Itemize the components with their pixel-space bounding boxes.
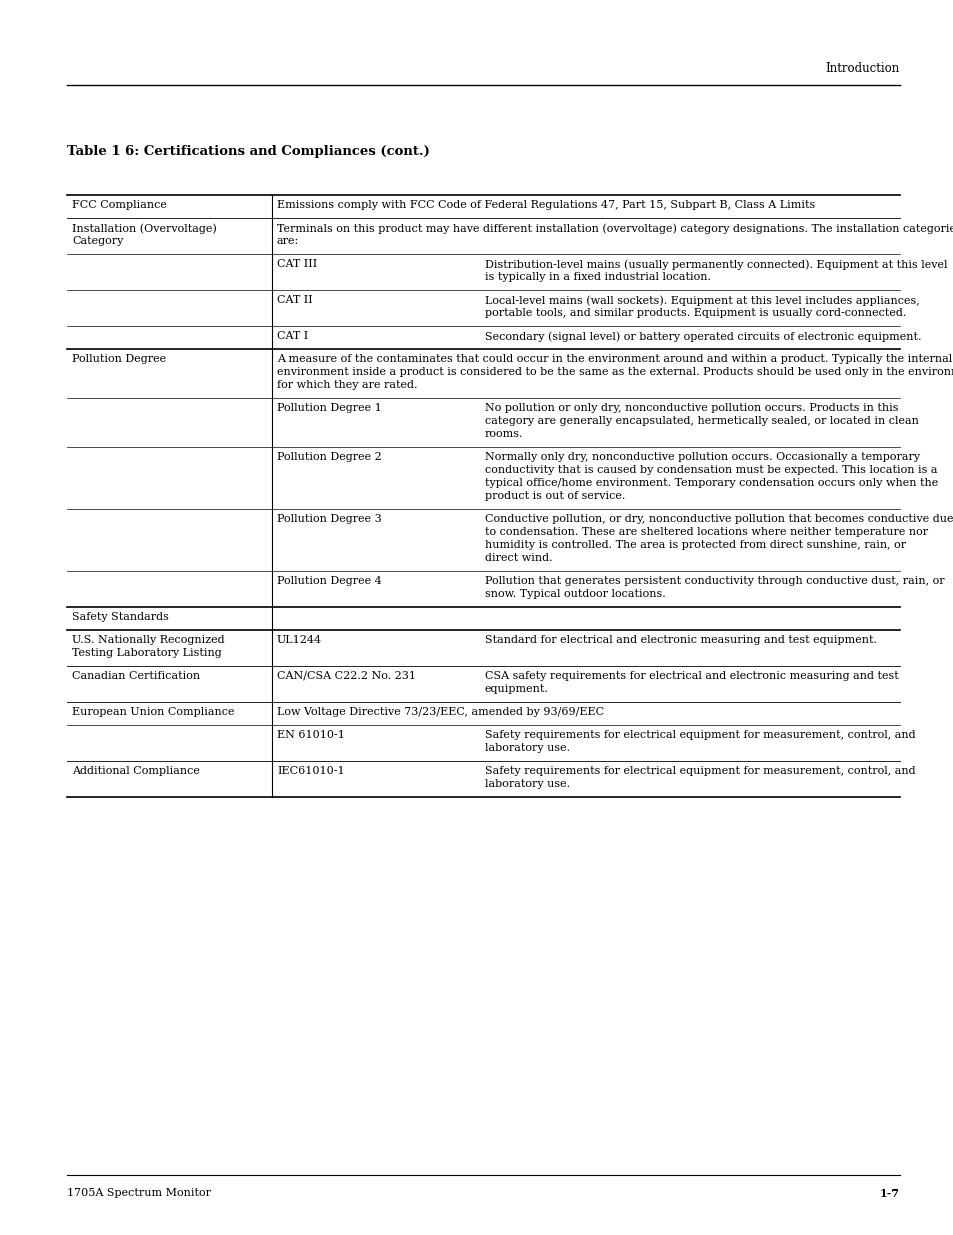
Text: Introduction: Introduction [825, 62, 899, 75]
Text: Canadian Certification: Canadian Certification [71, 671, 200, 680]
Text: 1705A Spectrum Monitor: 1705A Spectrum Monitor [67, 1188, 211, 1198]
Text: rooms.: rooms. [484, 429, 523, 438]
Text: Emissions comply with FCC Code of Federal Regulations 47, Part 15, Subpart B, Cl: Emissions comply with FCC Code of Federa… [276, 200, 815, 210]
Text: typical office/home environment. Temporary condensation occurs only when the: typical office/home environment. Tempora… [484, 478, 937, 488]
Text: laboratory use.: laboratory use. [484, 779, 570, 789]
Text: Conductive pollution, or dry, nonconductive pollution that becomes conductive du: Conductive pollution, or dry, nonconduct… [484, 514, 952, 524]
Text: Additional Compliance: Additional Compliance [71, 766, 200, 776]
Text: to condensation. These are sheltered locations where neither temperature nor: to condensation. These are sheltered loc… [484, 527, 927, 537]
Text: Safety requirements for electrical equipment for measurement, control, and: Safety requirements for electrical equip… [484, 730, 915, 740]
Text: CAN/CSA C22.2 No. 231: CAN/CSA C22.2 No. 231 [276, 671, 416, 680]
Text: Local-level mains (wall sockets). Equipment at this level includes appliances,: Local-level mains (wall sockets). Equipm… [484, 295, 919, 305]
Text: environment inside a product is considered to be the same as the external. Produ: environment inside a product is consider… [276, 367, 953, 377]
Text: conductivity that is caused by condensation must be expected. This location is a: conductivity that is caused by condensat… [484, 466, 937, 475]
Text: Distribution-level mains (usually permanently connected). Equipment at this leve: Distribution-level mains (usually perman… [484, 259, 946, 269]
Text: UL1244: UL1244 [276, 635, 322, 645]
Text: equipment.: equipment. [484, 684, 548, 694]
Text: direct wind.: direct wind. [484, 553, 552, 563]
Text: No pollution or only dry, nonconductive pollution occurs. Products in this: No pollution or only dry, nonconductive … [484, 403, 898, 412]
Text: Low Voltage Directive 73/23/EEC, amended by 93/69/EEC: Low Voltage Directive 73/23/EEC, amended… [276, 706, 603, 718]
Text: IEC61010-1: IEC61010-1 [276, 766, 344, 776]
Text: Pollution Degree 3: Pollution Degree 3 [276, 514, 381, 524]
Text: CAT I: CAT I [276, 331, 308, 341]
Text: Standard for electrical and electronic measuring and test equipment.: Standard for electrical and electronic m… [484, 635, 876, 645]
Text: European Union Compliance: European Union Compliance [71, 706, 234, 718]
Text: Pollution that generates persistent conductivity through conductive dust, rain, : Pollution that generates persistent cond… [484, 576, 943, 585]
Text: snow. Typical outdoor locations.: snow. Typical outdoor locations. [484, 589, 665, 599]
Text: Installation (Overvoltage): Installation (Overvoltage) [71, 224, 216, 233]
Text: Pollution Degree 1: Pollution Degree 1 [276, 403, 381, 412]
Text: U.S. Nationally Recognized: U.S. Nationally Recognized [71, 635, 224, 645]
Text: humidity is controlled. The area is protected from direct sunshine, rain, or: humidity is controlled. The area is prot… [484, 540, 905, 550]
Text: for which they are rated.: for which they are rated. [276, 380, 417, 390]
Text: category are generally encapsulated, hermetically sealed, or located in clean: category are generally encapsulated, her… [484, 416, 918, 426]
Text: Pollution Degree: Pollution Degree [71, 354, 166, 364]
Text: laboratory use.: laboratory use. [484, 743, 570, 753]
Text: Category: Category [71, 236, 123, 246]
Text: Safety Standards: Safety Standards [71, 613, 169, 622]
Text: Pollution Degree 4: Pollution Degree 4 [276, 576, 381, 585]
Text: is typically in a fixed industrial location.: is typically in a fixed industrial locat… [484, 272, 710, 282]
Text: A measure of the contaminates that could occur in the environment around and wit: A measure of the contaminates that could… [276, 354, 951, 364]
Text: Safety requirements for electrical equipment for measurement, control, and: Safety requirements for electrical equip… [484, 766, 915, 776]
Text: CAT III: CAT III [276, 259, 317, 269]
Text: Secondary (signal level) or battery operated circuits of electronic equipment.: Secondary (signal level) or battery oper… [484, 331, 921, 342]
Text: Testing Laboratory Listing: Testing Laboratory Listing [71, 648, 221, 658]
Text: product is out of service.: product is out of service. [484, 492, 625, 501]
Text: Table 1 6: Certifications and Compliances (cont.): Table 1 6: Certifications and Compliance… [67, 144, 430, 158]
Text: EN 61010-1: EN 61010-1 [276, 730, 345, 740]
Text: Terminals on this product may have different installation (overvoltage) category: Terminals on this product may have diffe… [276, 224, 953, 233]
Text: CAT II: CAT II [276, 295, 313, 305]
Text: are:: are: [276, 236, 299, 246]
Text: CSA safety requirements for electrical and electronic measuring and test: CSA safety requirements for electrical a… [484, 671, 898, 680]
Text: Normally only dry, nonconductive pollution occurs. Occasionally a temporary: Normally only dry, nonconductive polluti… [484, 452, 919, 462]
Text: FCC Compliance: FCC Compliance [71, 200, 167, 210]
Text: Pollution Degree 2: Pollution Degree 2 [276, 452, 381, 462]
Text: 1-7: 1-7 [879, 1188, 899, 1199]
Text: portable tools, and similar products. Equipment is usually cord-connected.: portable tools, and similar products. Eq… [484, 308, 905, 317]
